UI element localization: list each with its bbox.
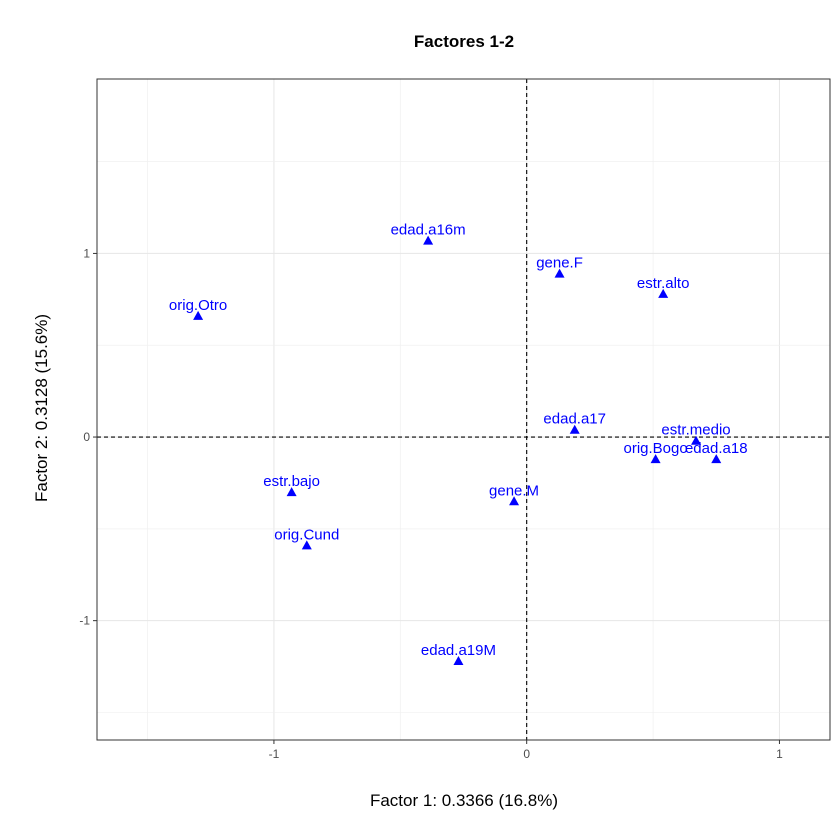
point-marker-edad-a17 [569,424,580,434]
x-tick-label: 1 [776,747,783,761]
y-axis-title: Factor 2: 0.3128 (15.6%) [32,314,51,502]
point-label-edad-a18: edad.a18 [685,440,748,457]
plot-panel-border [96,78,831,741]
point-label-estr-medio: estr.medio [661,422,730,439]
point-marker-edad-a18 [711,454,722,464]
point-label-orig-otro: orig.Otro [169,297,227,314]
point-marker-orig-bogo [650,454,661,464]
x-axis-title: Factor 1: 0.3366 (16.8%) [370,791,558,810]
point-marker-gene-m [509,496,520,506]
point-marker-estr-bajo [286,487,297,497]
y-tick-label: 0 [83,430,90,444]
point-marker-estr-alto [658,288,669,298]
point-label-orig-cund: orig.Cund [274,526,339,543]
reference-lines [97,79,830,740]
x-tick-label: -1 [269,747,280,761]
y-tick-label: -1 [79,614,90,628]
point-label-gene-m: gene.M [489,482,539,499]
point-marker-edad-a19m [453,656,464,666]
point-marker-estr-medio [691,435,702,445]
point-label-edad-a19m: edad.a19M [421,642,496,659]
point-marker-orig-cund [301,540,312,550]
point-labels: edad.a16m gene.F estr.alto orig.Otro edad.a1… [169,222,748,659]
point-label-estr-bajo: estr.bajo [263,473,320,490]
point-label-gene-f: gene.F [536,255,583,272]
x-tick-label: 0 [523,747,530,761]
point-marker-orig-otro [193,310,204,320]
data-points [193,235,722,666]
axis-ticks: -1 0 1 -1 0 1 [79,246,783,761]
y-tick-label: 1 [83,246,90,260]
point-label-edad-a16m: edad.a16m [391,222,466,239]
point-label-orig-bogo: orig.Bogo [623,440,687,457]
point-marker-edad-a16m [423,235,434,245]
point-marker-gene-f [554,268,565,278]
point-label-estr-alto: estr.alto [637,275,690,292]
chart-title: Factores 1-2 [414,32,514,51]
point-label-edad-a17: edad.a17 [543,411,606,428]
